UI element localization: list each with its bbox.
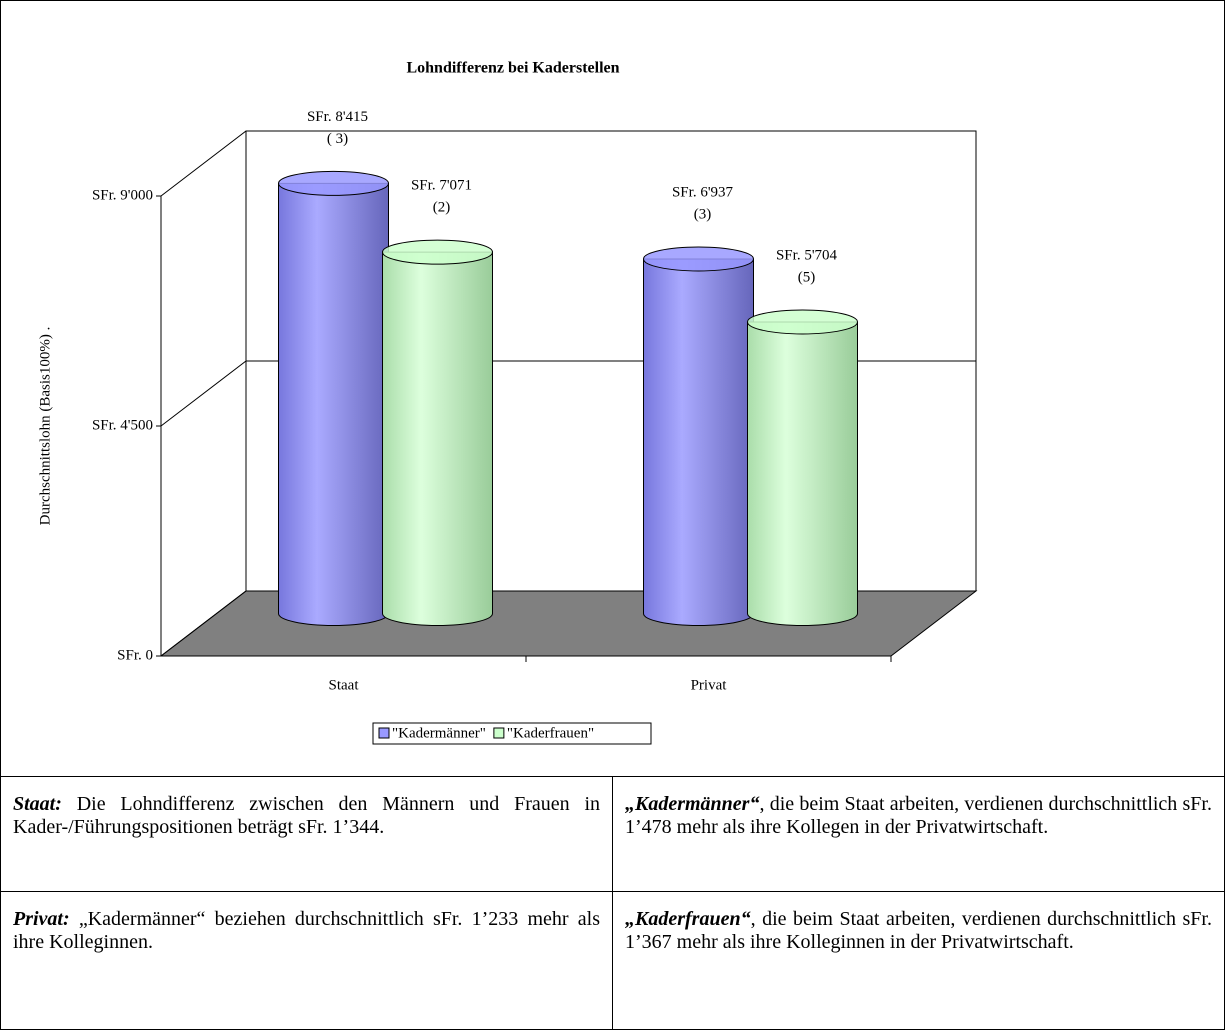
cell-body: , die beim Staat arbeiten, verdienen dur…: [625, 793, 1212, 838]
chart-title: Lohndifferenz bei Kaderstellen: [406, 60, 619, 77]
bar: [382, 251, 493, 626]
grid-line: [160, 130, 976, 197]
x-tick-label: Privat: [691, 677, 728, 693]
y-axis-label: Durchschnittslohn (Basis100%) .: [37, 327, 53, 526]
bar: [643, 258, 754, 626]
legend-frame: [372, 722, 652, 745]
value-label: SFr. 5'704: [776, 247, 838, 263]
legend-swatch: [378, 727, 390, 739]
cell-lead: Staat:: [13, 793, 62, 815]
legend-label: "Kadermänner": [392, 725, 486, 741]
table-row: Staat: Die Lohndifferenz zwischen den Mä…: [1, 776, 1224, 892]
bar: [278, 182, 389, 626]
bar-top: [747, 309, 858, 335]
table-cell: „Kadermänner“, die beim Staat arbeiten, …: [612, 776, 1224, 892]
legend-label: "Kaderfrauen": [507, 725, 594, 741]
cell-lead: Privat:: [13, 908, 70, 930]
legend-swatch: [493, 727, 505, 739]
notes-table: Staat: Die Lohndifferenz zwischen den Mä…: [1, 776, 1224, 1029]
y-tick-label: SFr. 4'500: [92, 417, 153, 433]
value-note: ( 3): [327, 131, 348, 147]
value-note: (5): [798, 269, 816, 285]
bar: [747, 321, 858, 626]
legend: "Kadermänner" "Kaderfrauen": [372, 722, 652, 745]
table-cell: Privat: „Kadermänner“ beziehen durchschn…: [1, 891, 613, 1029]
y-tick-label: SFr. 0: [117, 647, 153, 663]
y-tick-label: SFr. 9'000: [92, 187, 153, 203]
x-tick-label: Staat: [329, 677, 360, 693]
value-label: SFr. 6'937: [672, 184, 734, 200]
bar-top: [382, 239, 493, 265]
table-cell: Staat: Die Lohndifferenz zwischen den Mä…: [1, 776, 613, 892]
value-note: (3): [694, 206, 712, 222]
cell-body: „Kadermänner“ beziehen durchschnittlich …: [13, 908, 600, 953]
value-label: SFr. 8'415: [307, 109, 368, 125]
bar-top: [278, 170, 389, 196]
cell-body: Die Lohndifferenz zwischen den Männern u…: [13, 793, 600, 838]
table-row: Privat: „Kadermänner“ beziehen durchschn…: [1, 891, 1224, 1029]
cell-body: , die beim Staat arbeiten, verdienen dur…: [625, 908, 1212, 953]
cell-lead: „Kadermänner“: [625, 793, 760, 815]
chart: Lohndifferenz bei Kaderstellen Durchschn…: [37, 60, 978, 745]
cell-lead: „Kaderfrauen“: [625, 908, 751, 930]
table-cell: „Kaderfrauen“, die beim Staat arbeiten, …: [612, 891, 1224, 1029]
bar-top: [643, 246, 754, 272]
value-label: SFr. 7'071: [411, 178, 472, 194]
value-note: (2): [433, 200, 451, 216]
